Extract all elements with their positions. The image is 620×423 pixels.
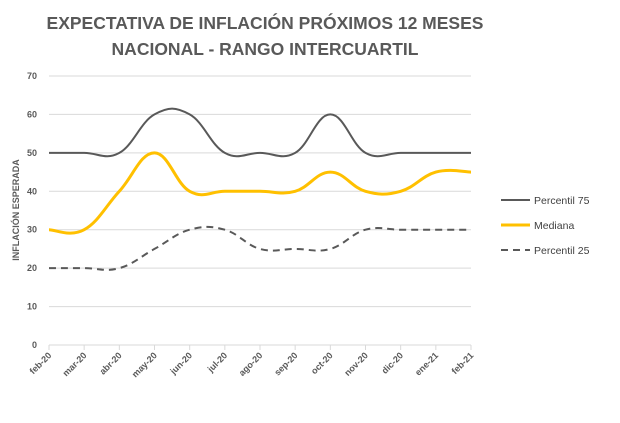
x-tick-label: feb-20 (28, 350, 54, 376)
y-axis-title: INFLACIÓN ESPERADA (10, 159, 21, 261)
chart-title-line-2: NACIONAL - RANGO INTERCUARTIL (112, 39, 419, 59)
y-tick-label: 50 (27, 148, 37, 158)
legend-label: Percentil 75 (534, 195, 590, 207)
y-tick-label: 0 (32, 340, 37, 350)
x-tick-label: abr-20 (98, 350, 124, 376)
series-line-percentil-25 (49, 225, 471, 271)
x-tick-label: jul-20 (205, 350, 229, 374)
y-tick-label: 40 (27, 186, 37, 196)
x-tick-label: ene-21 (413, 350, 440, 377)
x-tick-label: mar-20 (61, 350, 89, 378)
chart-title-line-1: EXPECTATIVA DE INFLACIÓN PRÓXIMOS 12 MES… (47, 12, 484, 33)
y-tick-label: 70 (27, 71, 37, 81)
x-tick-label: jun-20 (168, 350, 195, 377)
x-tick-label: feb-21 (450, 350, 476, 376)
y-tick-label: 60 (27, 109, 37, 119)
x-tick-label: oct-20 (309, 350, 335, 376)
x-tick-label: nov-20 (342, 350, 370, 378)
x-tick-label: ago-20 (237, 350, 265, 378)
legend-label: Percentil 25 (534, 245, 590, 257)
series-line-mediana (48, 151, 472, 235)
x-tick-label: sep-20 (272, 350, 299, 377)
y-tick-label: 20 (27, 263, 37, 273)
y-tick-label: 30 (27, 225, 37, 235)
x-tick-label: may-20 (130, 350, 159, 379)
x-tick-label: dic-20 (380, 350, 405, 375)
series-line-percentil-75 (49, 107, 471, 158)
legend-label: Mediana (534, 220, 574, 232)
y-tick-label: 10 (27, 302, 37, 312)
